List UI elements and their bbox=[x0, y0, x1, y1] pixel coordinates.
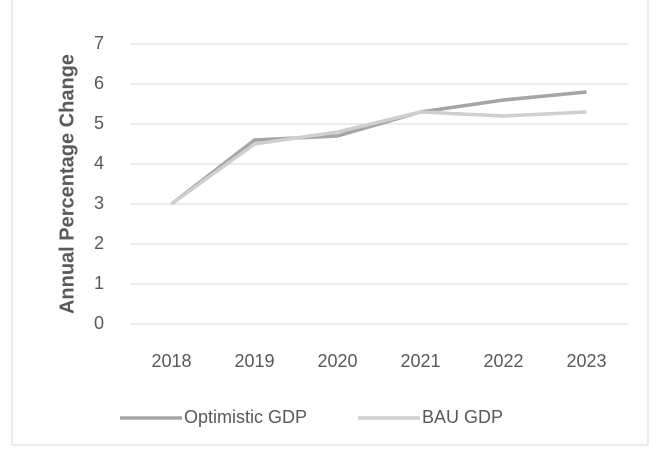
y-tick-label: 5 bbox=[94, 113, 104, 133]
series-line bbox=[170, 90, 587, 206]
y-tick-label: 1 bbox=[94, 273, 104, 293]
x-tick-label: 2023 bbox=[566, 351, 606, 371]
x-tick-label: 2020 bbox=[317, 351, 357, 371]
y-tick-label: 3 bbox=[94, 193, 104, 213]
series-line bbox=[170, 110, 587, 206]
y-tick-label: 0 bbox=[94, 313, 104, 333]
x-tick-label: 2022 bbox=[483, 351, 523, 371]
y-tick-label: 4 bbox=[94, 153, 104, 173]
y-tick-label: 7 bbox=[94, 33, 104, 53]
chart-frame bbox=[11, 0, 649, 446]
x-tick-label: 2018 bbox=[151, 351, 191, 371]
y-tick-label: 2 bbox=[94, 233, 104, 253]
y-axis-label: Annual Percentage Change bbox=[56, 54, 78, 314]
y-tick-label: 6 bbox=[94, 73, 104, 93]
legend-label: BAU GDP bbox=[422, 407, 503, 427]
x-tick-label: 2019 bbox=[234, 351, 274, 371]
legend-label: Optimistic GDP bbox=[184, 407, 307, 427]
x-tick-label: 2021 bbox=[400, 351, 440, 371]
